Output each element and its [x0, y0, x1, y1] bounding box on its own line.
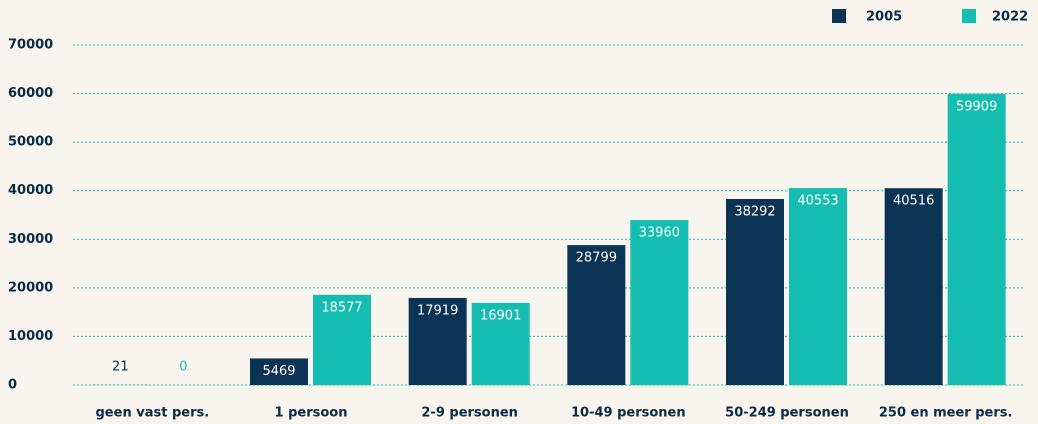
x-tick-label: 2-9 personen	[421, 406, 518, 421]
value-label: 0	[179, 360, 187, 375]
legend-label: 2022	[992, 10, 1028, 25]
y-tick-label: 30000	[8, 232, 53, 247]
value-label: 40516	[893, 194, 934, 209]
y-tick-label: 40000	[8, 183, 53, 198]
x-tick-label: 50-249 personen	[725, 406, 849, 421]
bar	[947, 94, 1006, 385]
legend-swatch	[962, 9, 976, 23]
value-label: 59909	[956, 100, 997, 115]
value-label: 21	[112, 359, 129, 374]
x-tick-label: geen vast pers.	[96, 406, 210, 421]
y-tick-label: 70000	[8, 38, 53, 53]
bar	[789, 188, 847, 385]
y-tick-label: 20000	[8, 280, 53, 295]
bar	[884, 188, 943, 385]
value-label: 38292	[734, 205, 775, 220]
bar	[726, 199, 784, 385]
value-label: 33960	[639, 226, 680, 241]
y-tick-label: 0	[8, 378, 17, 393]
value-label: 18577	[321, 300, 362, 315]
y-tick-label: 10000	[8, 329, 53, 344]
legend-label: 2005	[866, 10, 902, 25]
bar	[250, 358, 308, 385]
x-tick-label: 10-49 personen	[571, 406, 686, 421]
legend-swatch	[832, 9, 846, 23]
y-tick-label: 60000	[8, 86, 53, 101]
bar	[313, 294, 371, 385]
x-tick-label: 250 en meer pers.	[879, 406, 1013, 421]
bar	[408, 297, 467, 385]
bar	[567, 245, 626, 385]
value-label: 40553	[797, 194, 838, 209]
x-tick-label: 1 persoon	[275, 406, 348, 421]
bar	[630, 220, 689, 385]
value-label: 5469	[262, 364, 295, 379]
value-label: 17919	[417, 303, 458, 318]
value-label: 28799	[576, 251, 617, 266]
bar	[471, 302, 530, 385]
y-tick-label: 50000	[8, 135, 53, 150]
value-label: 16901	[480, 308, 521, 323]
